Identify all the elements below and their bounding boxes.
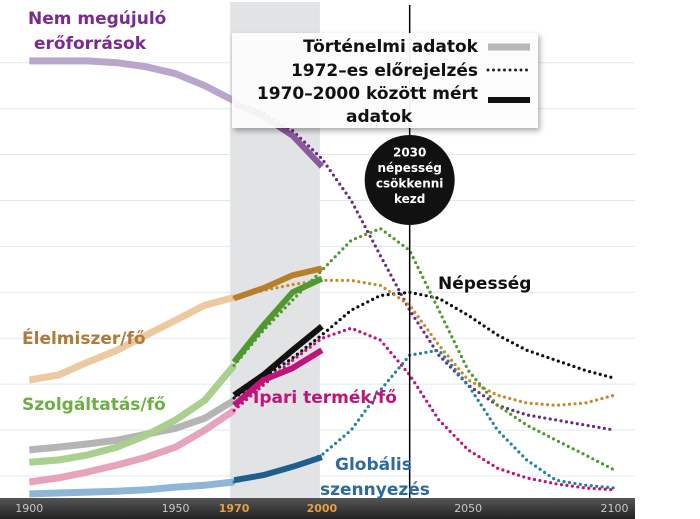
series-label: Élelmiszer/fő [22,327,146,349]
measured-line [231,275,324,364]
series-label: erőforrások [34,34,147,54]
x-tick-label: 1900 [15,502,43,515]
forecast-line [232,226,617,472]
x-axis: 1900 1950 1970 2000 2050 2100 [0,498,635,519]
x-tick-label: 1970 [219,502,250,515]
legend-label: Történelmi adatok [303,37,479,57]
measured-line [232,323,324,398]
series-label: szennyezés [320,480,430,500]
legend-label: adatok [346,107,413,127]
series-label: Ipari termék/fő [253,388,397,408]
forecast-line [232,99,617,432]
measured-line [233,265,323,302]
legend-box [232,33,538,128]
x-axis-bar [0,498,635,519]
historical-line [29,363,237,466]
legend: Történelmi adatok 1972–es előrejelzés 1970… [232,33,538,128]
annotation-text: kezd [394,192,425,206]
annotation-text: csökkenni [376,177,443,191]
x-tick-label: 2000 [307,502,338,515]
x-tick-label: 2050 [454,502,482,515]
x-tick-label: 2100 [601,502,629,515]
x-tick-label: 1950 [162,502,190,515]
series-labels: Nem megújuló erőforrások Népesség Élelmisze… [22,9,531,500]
historical-line [29,478,235,498]
historical-line [29,57,236,104]
legend-label: 1972–es előrejelzés [291,61,478,81]
forecast-line [232,290,617,400]
historical-line [28,407,237,486]
measured-line [232,347,324,408]
series-label: Szolgáltatás/fő [22,395,166,415]
series-label: Nem megújuló [28,9,166,29]
series-label: Népesség [438,274,531,294]
legend-label: 1970–2000 között mért [257,84,478,104]
forecast-line [232,326,617,492]
forecast-line [232,278,617,407]
historical-line [28,397,236,454]
annotation-text: népesség [377,161,441,175]
annotation-circle [364,135,455,225]
measured-line [233,454,323,484]
series-label: Globális [335,455,412,475]
annotation-text: 2030 [393,146,426,160]
historical-line [28,294,236,384]
